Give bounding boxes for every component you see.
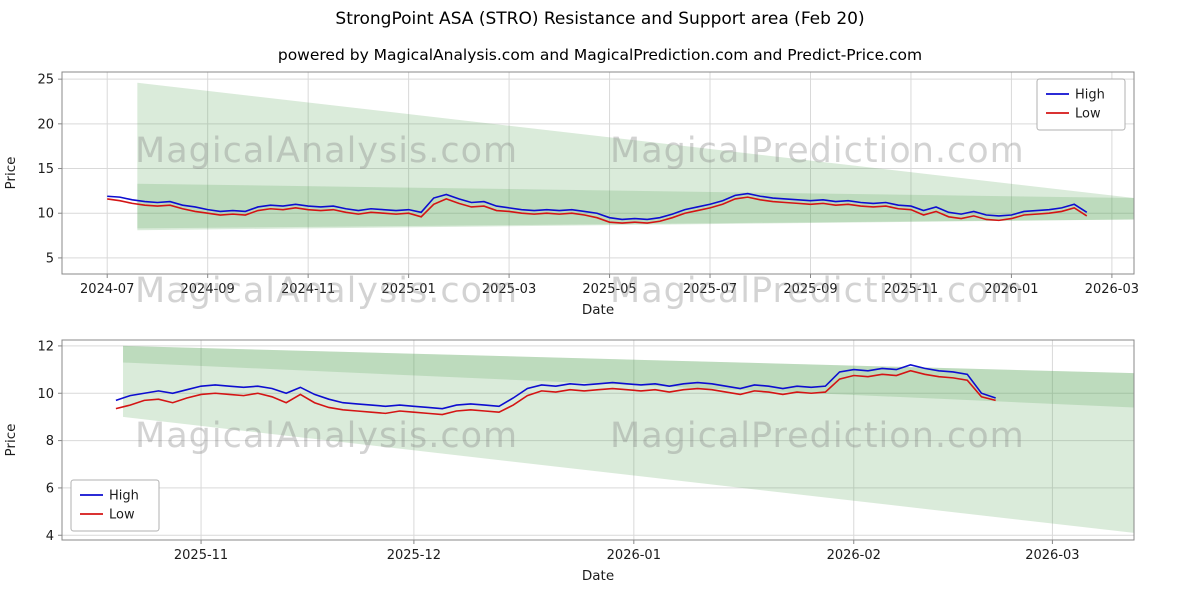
x-tick-label: 2025-05 [582, 282, 636, 297]
bottom-price-chart: 4 6 8 10 12 2025-11 2025-12 2026-01 2026-02 2026-… [3, 339, 1135, 584]
x-tick-label: 2025-12 [387, 548, 441, 563]
low-line [115, 369, 996, 416]
y-tick-label: 12 [37, 339, 54, 354]
x-tick-label: 2024-09 [181, 282, 235, 297]
support-resistance-band [123, 345, 1134, 408]
support-resistance-band [123, 345, 1134, 533]
support-resistance-band [137, 183, 1134, 229]
tick-labels: 5 10 15 20 25 2024-07 2024-09 2024-11 2025-01 202… [37, 73, 1139, 297]
grid-lines [62, 72, 1134, 274]
x-tick-label: 2025-11 [174, 548, 228, 563]
y-axis-label: Price [3, 424, 19, 457]
legend-label: Low [109, 508, 135, 523]
y-tick-label: 10 [37, 387, 54, 402]
figure-subtitle: powered by MagicalAnalysis.com and Magic… [277, 46, 923, 64]
high-line [107, 192, 1088, 221]
y-tick-label: 25 [37, 73, 54, 88]
top-price-chart: 5 10 15 20 25 2024-07 2024-09 2024-11 2025-01 202… [3, 71, 1139, 318]
x-tick-label: 2025-03 [482, 282, 536, 297]
axes-frame [61, 339, 1135, 541]
y-tick-label: 5 [46, 251, 54, 266]
x-tick-label: 2024-07 [80, 282, 134, 297]
tick-labels: 4 6 8 10 12 2025-11 2025-12 2026-01 2026-02 2026-… [37, 339, 1079, 563]
support-resistance-band [137, 82, 1134, 231]
tick-marks [58, 78, 1113, 278]
figure-title: StrongPoint ASA (STRO) Resistance and Su… [335, 9, 865, 29]
x-tick-label: 2024-11 [281, 282, 335, 297]
legend: High Low [1036, 78, 1126, 131]
legend-label: High [1075, 88, 1105, 103]
y-tick-label: 4 [46, 529, 54, 544]
x-tick-label: 2026-01 [607, 548, 661, 563]
grid-lines [62, 340, 1134, 540]
high-line [115, 364, 996, 410]
y-tick-label: 8 [46, 434, 54, 449]
y-tick-label: 20 [37, 117, 54, 132]
y-tick-label: 6 [46, 481, 54, 496]
tick-marks [58, 345, 1053, 544]
x-tick-label: 2026-03 [1025, 548, 1079, 563]
x-axis-label: Date [582, 568, 614, 584]
legend: High Low [70, 479, 160, 532]
legend-label: Low [1075, 107, 1101, 122]
x-tick-label: 2026-02 [827, 548, 881, 563]
x-axis-label: Date [582, 302, 614, 318]
low-line [107, 196, 1088, 224]
x-tick-label: 2026-01 [984, 282, 1038, 297]
x-tick-label: 2025-09 [783, 282, 837, 297]
y-axis-label: Price [3, 157, 19, 190]
y-tick-label: 10 [37, 207, 54, 222]
x-tick-label: 2025-01 [381, 282, 435, 297]
x-tick-label: 2025-11 [884, 282, 938, 297]
x-tick-label: 2025-07 [683, 282, 737, 297]
x-tick-label: 2026-03 [1085, 282, 1139, 297]
y-tick-label: 15 [37, 162, 54, 177]
axes-frame [61, 71, 1135, 275]
legend-label: High [109, 489, 139, 504]
